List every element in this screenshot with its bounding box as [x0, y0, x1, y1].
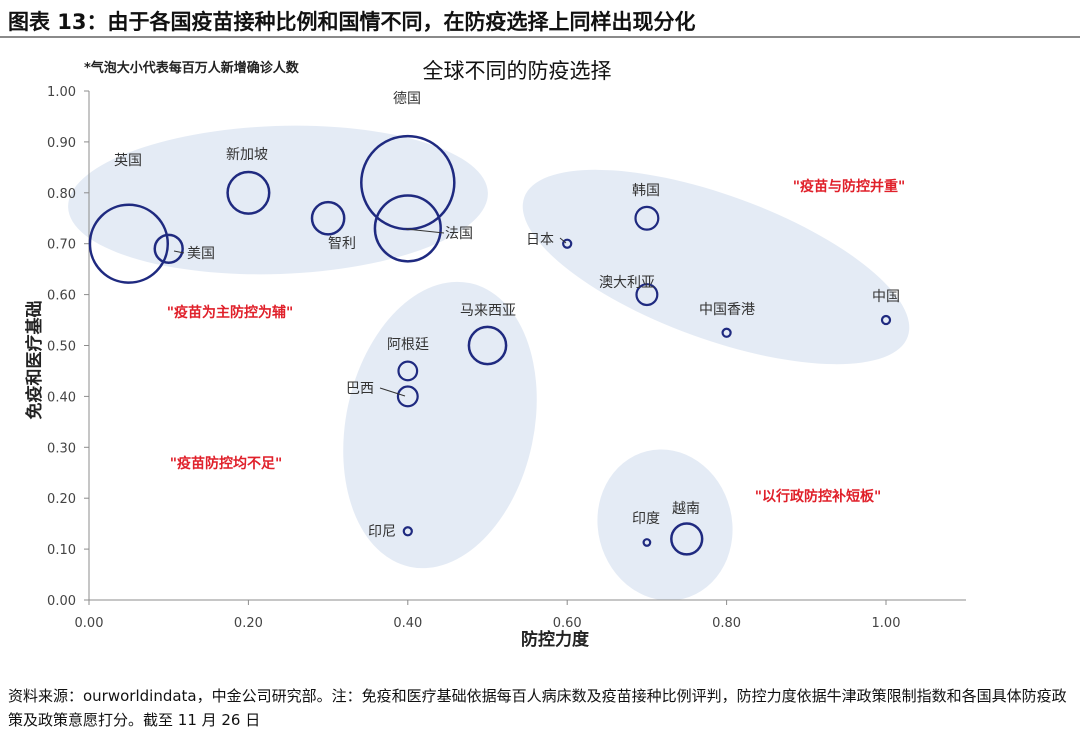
point-label-美国: 美国: [187, 246, 215, 262]
point-label-阿根廷: 阿根廷: [387, 337, 429, 353]
leader-line-法国: [405, 228, 445, 234]
y-tick-label: 0.30: [47, 441, 76, 456]
bubble-越南: [670, 522, 704, 556]
point-label-法国: 法国: [445, 226, 473, 242]
title-rule: [0, 36, 1080, 38]
bubble-韩国: [634, 205, 660, 231]
y-tick-label: 1.00: [47, 85, 76, 100]
x-tick-label: 0.40: [393, 616, 422, 631]
y-tick-label: 0.70: [47, 238, 76, 253]
bubble-阿根廷: [397, 360, 419, 382]
bubble-size-note: *气泡大小代表每百万人新增确诊人数: [84, 60, 300, 76]
bubble-新加坡: [226, 170, 271, 215]
x-axis-title: 防控力度: [521, 629, 590, 650]
leader-line-巴西: [379, 387, 406, 397]
point-label-新加坡: 新加坡: [226, 147, 268, 163]
group-label-1: "疫苗为主防控为辅": [167, 304, 294, 321]
x-tick-label: 0.00: [75, 616, 104, 631]
y-tick-label: 0.60: [47, 289, 76, 304]
x-tick-label: 0.20: [234, 616, 263, 631]
bubble-印度: [642, 538, 652, 547]
point-label-智利: 智利: [328, 236, 356, 252]
bubble-马来西亚: [467, 325, 508, 366]
y-tick-label: 0.50: [47, 340, 76, 355]
point-label-韩国: 韩国: [632, 183, 660, 199]
bubble-日本: [562, 238, 573, 249]
group-ellipse-3: [343, 281, 537, 569]
x-tick-label: 0.80: [712, 616, 741, 631]
point-label-日本: 日本: [526, 232, 554, 248]
bubble-中国: [880, 314, 892, 326]
y-tick-label: 0.90: [47, 136, 76, 151]
point-label-中国香港: 中国香港: [699, 302, 755, 318]
bubble-智利: [310, 200, 346, 236]
chart-title: 全球不同的防疫选择: [423, 59, 612, 83]
y-tick-label: 0.80: [47, 187, 76, 202]
group-label-2: "疫苗与防控并重": [793, 178, 906, 195]
point-label-马来西亚: 马来西亚: [460, 303, 516, 319]
point-label-越南: 越南: [672, 501, 700, 517]
point-label-澳大利亚: 澳大利亚: [599, 275, 655, 291]
bubble-法国: [373, 194, 442, 263]
group-ellipse-1: [68, 125, 488, 275]
bubble-印尼: [402, 526, 413, 537]
leader-line-美国: [173, 250, 185, 254]
group-label-4: "以行政防控补短板": [755, 488, 882, 505]
bubble-巴西: [396, 385, 419, 408]
point-label-德国: 德国: [393, 91, 421, 107]
bubble-英国: [88, 203, 170, 284]
bubble-chart: 0.00 0.10 0.20 0.30 0.40 0.50 0.60 0.70 0.80 0.90…: [24, 59, 966, 650]
point-label-巴西: 巴西: [346, 381, 374, 397]
x-tick-label: 1.00: [872, 616, 901, 631]
source-note: 资料来源：ourworldindata，中金公司研究部。注：免疫和医疗基础依据每…: [8, 687, 1067, 729]
group-label-3: "疫苗防控均不足": [170, 455, 283, 472]
y-axis-title: 免疫和医疗基础: [24, 301, 45, 420]
y-tick-label: 0.20: [47, 492, 76, 507]
point-label-印尼: 印尼: [368, 524, 396, 540]
bubble-中国香港: [721, 327, 732, 338]
point-label-中国: 中国: [872, 289, 900, 305]
bubble-美国: [153, 233, 184, 264]
y-tick-label: 0.10: [47, 543, 76, 558]
group-ellipse-2: [522, 169, 910, 365]
group-ellipse-4: [597, 449, 733, 601]
point-label-英国: 英国: [114, 152, 142, 169]
y-tick-label: 0.00: [47, 594, 76, 609]
y-tick-label: 0.40: [47, 390, 76, 405]
point-label-印度: 印度: [632, 511, 660, 527]
figure-title: 图表 13：由于各国疫苗接种比例和国情不同，在防疫选择上同样出现分化: [8, 10, 696, 34]
leader-line-日本: [559, 237, 567, 244]
bubble-澳大利亚: [635, 283, 659, 307]
x-tick-label: 0.60: [553, 616, 582, 631]
